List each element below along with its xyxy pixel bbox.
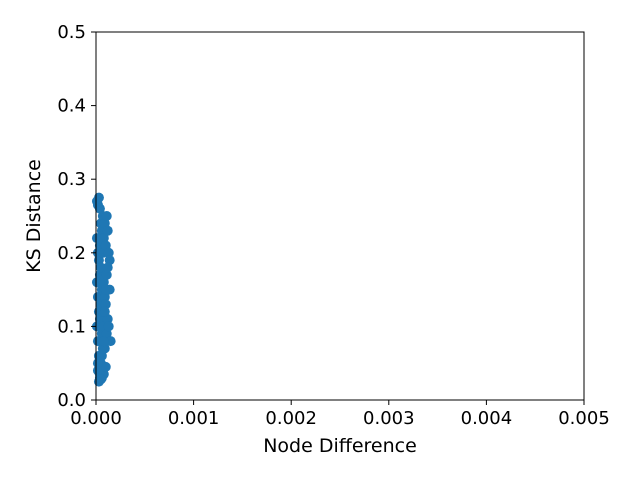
data-point	[101, 211, 112, 221]
data-point	[99, 306, 110, 317]
y-tick-label: 0.4	[57, 96, 86, 117]
x-tick-label: 0.001	[168, 408, 220, 429]
x-tick-label: 0.005	[558, 408, 610, 429]
data-point	[102, 262, 113, 273]
data-point	[103, 321, 114, 332]
data-point	[92, 358, 103, 369]
y-axis-label: KS Distance	[23, 159, 45, 273]
plot-area	[91, 192, 116, 387]
data-point	[103, 247, 114, 258]
y-tick-label: 0.0	[57, 390, 86, 411]
x-tick-label: 0.004	[461, 408, 513, 429]
data-point	[96, 350, 107, 361]
data-point	[98, 336, 109, 347]
y-axis: 0.0 0.1 0.2 0.3 0.4 0.5	[57, 22, 96, 411]
data-point	[95, 374, 106, 385]
y-tick-label: 0.3	[57, 169, 86, 190]
data-point	[100, 284, 111, 295]
x-tick-label: 0.002	[265, 408, 317, 429]
data-point	[101, 269, 112, 280]
data-point	[94, 269, 105, 280]
data-point	[99, 291, 110, 302]
x-tick-label: 0.000	[70, 408, 122, 429]
data-point	[95, 262, 106, 273]
data-point	[97, 343, 108, 354]
data-point	[93, 192, 104, 203]
y-tick-label: 0.5	[57, 22, 86, 43]
data-point	[102, 225, 113, 236]
x-axis: 0.000 0.001 0.002 0.003 0.004 0.005	[70, 400, 610, 429]
data-point	[100, 361, 111, 372]
x-axis-label: Node Difference	[263, 435, 417, 457]
x-tick-label: 0.003	[363, 408, 415, 429]
axes-frame	[95, 31, 585, 401]
data-point	[100, 299, 111, 310]
y-tick-label: 0.1	[57, 316, 86, 337]
y-tick-label: 0.2	[57, 243, 86, 264]
data-point	[105, 336, 116, 347]
